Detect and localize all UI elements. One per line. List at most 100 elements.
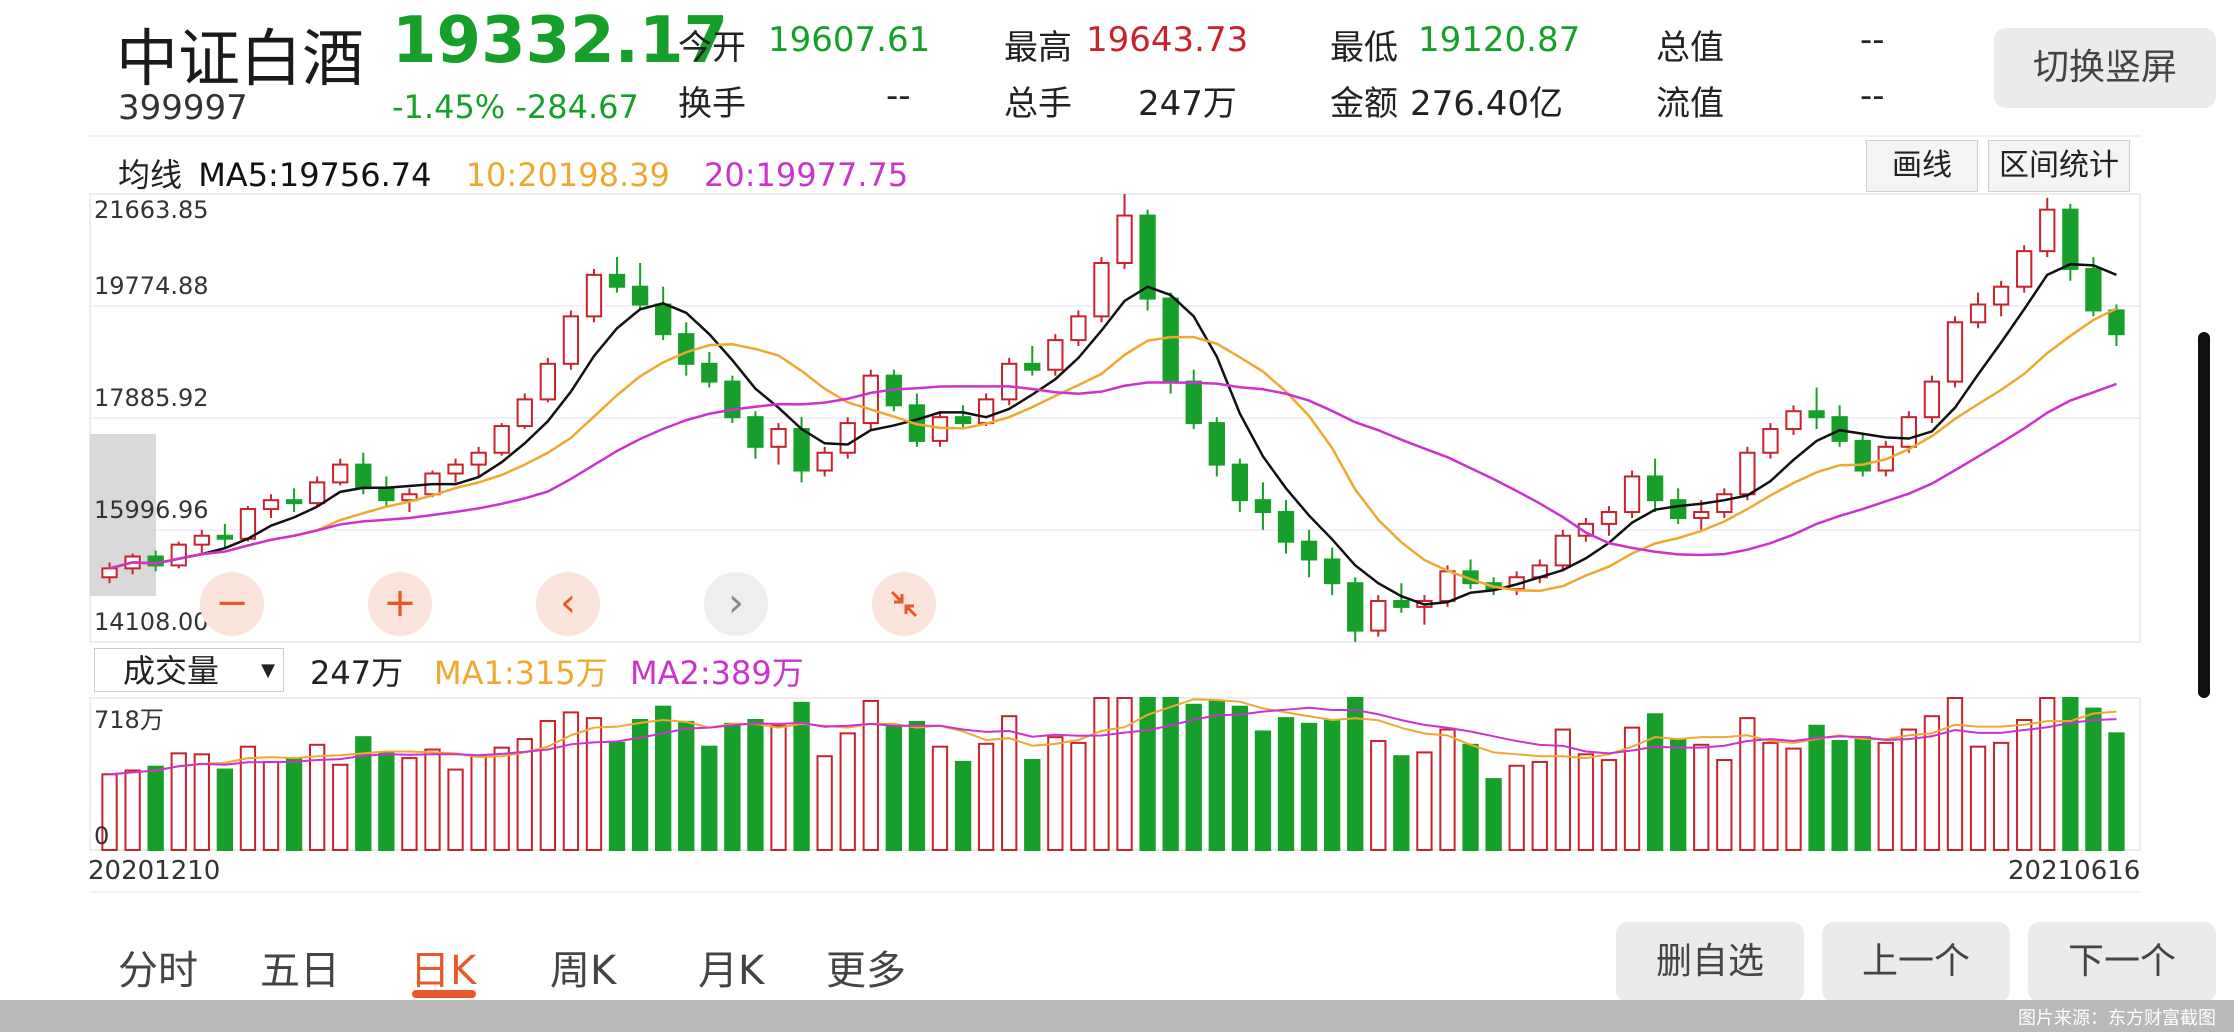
candle-body [1646,475,1664,502]
candle-body [262,499,280,511]
amount-value: 276.40亿 [1410,84,1563,124]
volume-bar [1600,759,1618,851]
volume-bar [193,753,210,851]
volume-bar [1946,697,1964,851]
ma-legend: 均线 MA5:19756.74 10:20198.39 20:19977.75 [118,150,908,196]
candle-body [516,398,533,428]
draw-line-button[interactable]: 画线 [1866,140,1978,192]
volume-bar [931,745,949,851]
volume-bar [655,705,672,852]
volume-bar [701,745,718,851]
volume-bar [1001,715,1018,851]
candle-body [1093,262,1110,318]
volume-bar [862,699,879,852]
volume-bar [608,741,626,852]
volume-bar [1923,715,1941,851]
reset-zoom-button[interactable] [872,572,936,636]
next-stock-button[interactable]: 下一个 [2028,922,2216,1002]
volume-bar [1785,747,1802,852]
candle-body [539,362,556,401]
volume-bar [2062,697,2079,851]
tab-intraday[interactable]: 分时 [118,948,198,994]
candle-body [1808,410,1825,419]
ma5-value: MA5:19756.74 [198,156,432,194]
candle-body [1554,534,1571,567]
candle-body [1231,463,1249,502]
candle-body [724,380,741,419]
volume-bar [1116,697,1133,851]
candle-body [1762,428,1779,454]
volume-bar [170,752,187,851]
candle-body [1670,499,1687,519]
tab-daily-k[interactable]: 日K [410,948,477,994]
candle-body [585,273,603,318]
volume-bar [308,743,326,852]
candle-body [1347,582,1364,632]
volume-select-label: 成交量 [123,652,220,690]
candle-body [1024,362,1041,371]
previous-stock-button[interactable]: 上一个 [1822,922,2010,1002]
volume-bar [1208,699,1225,852]
toggle-portrait-button[interactable]: 切换竖屏 [1994,28,2216,108]
ma-label: 均线 [118,156,183,194]
candle-body [401,493,418,502]
volume-current: 247万 [310,654,404,692]
volume-bar [1439,728,1456,851]
stock-code: 399997 [118,88,248,128]
price-axis-label-2: 19774.88 [94,272,209,300]
volume-bar [1646,713,1664,851]
vertical-scrollbar[interactable] [2198,332,2210,698]
price-axis-label-5: 14108.00 [94,608,209,636]
candle-body [954,416,972,425]
candle-body [1923,380,1941,419]
change-amount: -284.67 [515,88,639,126]
volume-bar [747,719,764,852]
float-mv-value: -- [1860,76,1885,116]
candle-body [170,543,187,567]
candle-body [1900,416,1918,448]
candle-body [1001,362,1018,401]
volume-bar [493,746,510,851]
volume-bar [724,722,741,851]
ma10-value: 10:20198.39 [465,156,670,194]
candle-body [562,315,580,365]
volume-bar [977,742,995,852]
low-value: 19120.87 [1418,20,1581,60]
volume-bar [793,701,810,851]
volume-indicator-select[interactable]: 成交量 ▼ [94,648,284,692]
scroll-left-button[interactable]: ‹ [536,572,600,636]
high-value: 19643.73 [1086,20,1249,60]
candle-body [770,428,787,448]
volume-bar [1693,743,1710,852]
range-stats-button[interactable]: 区间统计 [1988,140,2130,192]
current-price: 19332.17 [392,4,729,78]
volume-bar [885,724,903,852]
volume-bar [1969,745,1987,851]
scroll-right-button[interactable]: › [704,572,768,636]
candle-body [2108,309,2125,336]
candle-body [1185,380,1202,425]
candle-body [378,487,395,502]
volume-ma2-line [109,706,2117,776]
candle-body [239,508,257,540]
ma5-line [109,262,2117,606]
zoom-in-button[interactable]: + [368,572,432,636]
ma10-line [109,307,2118,593]
volume-bar [378,751,395,851]
compress-icon [890,590,918,618]
remove-watchlist-button[interactable]: 删自选 [1616,922,1804,1002]
volume-bar [1670,738,1687,851]
zoom-out-button[interactable]: − [200,572,264,636]
chevron-down-icon: ▼ [261,660,275,681]
kline-chart[interactable] [0,0,2234,900]
volume-bar [1093,697,1110,851]
volume-bar [1854,736,1871,852]
candle-body [1716,493,1733,514]
tab-more[interactable]: 更多 [826,948,906,994]
tab-five-day[interactable]: 五日 [260,948,340,994]
candle-body [2016,250,2033,288]
volume-bar [216,768,234,851]
footer-bar: 图片来源：东方财富截图 [0,1000,2234,1032]
tab-monthly-k[interactable]: 月K [698,948,765,994]
tab-weekly-k[interactable]: 周K [550,948,617,994]
